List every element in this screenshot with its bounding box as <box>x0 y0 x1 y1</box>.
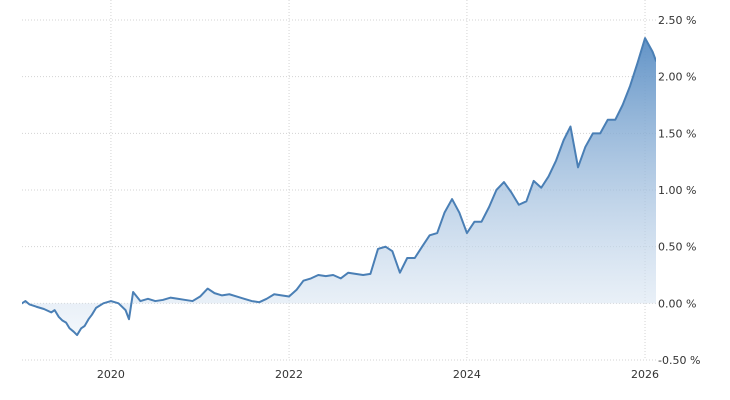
y-tick-label: 1.50 % <box>658 127 696 140</box>
y-tick-label: -0.50 % <box>658 354 700 367</box>
series-line <box>22 37 656 337</box>
y-tick-label: 0.00 % <box>658 297 696 310</box>
x-tick-label: 2022 <box>275 368 303 381</box>
x-axis-tick-labels: 2020 2022 2024 2026 <box>97 368 659 381</box>
x-tick-label: 2024 <box>453 368 481 381</box>
y-tick-label: 0.50 % <box>658 241 696 254</box>
y-tick-label: 2.00 % <box>658 71 696 84</box>
x-tick-label: 2026 <box>631 368 659 381</box>
y-axis-tick-labels: 2.50 % 2.00 % 1.50 % 1.00 % 0.50 % 0.00 % -0.5… <box>658 14 700 367</box>
series-area-fill <box>22 38 656 336</box>
x-tick-label: 2020 <box>97 368 125 381</box>
series-line-group <box>22 37 656 337</box>
y-tick-label: 2.50 % <box>658 14 696 27</box>
series-area <box>22 38 656 336</box>
y-tick-label: 1.00 % <box>658 184 696 197</box>
